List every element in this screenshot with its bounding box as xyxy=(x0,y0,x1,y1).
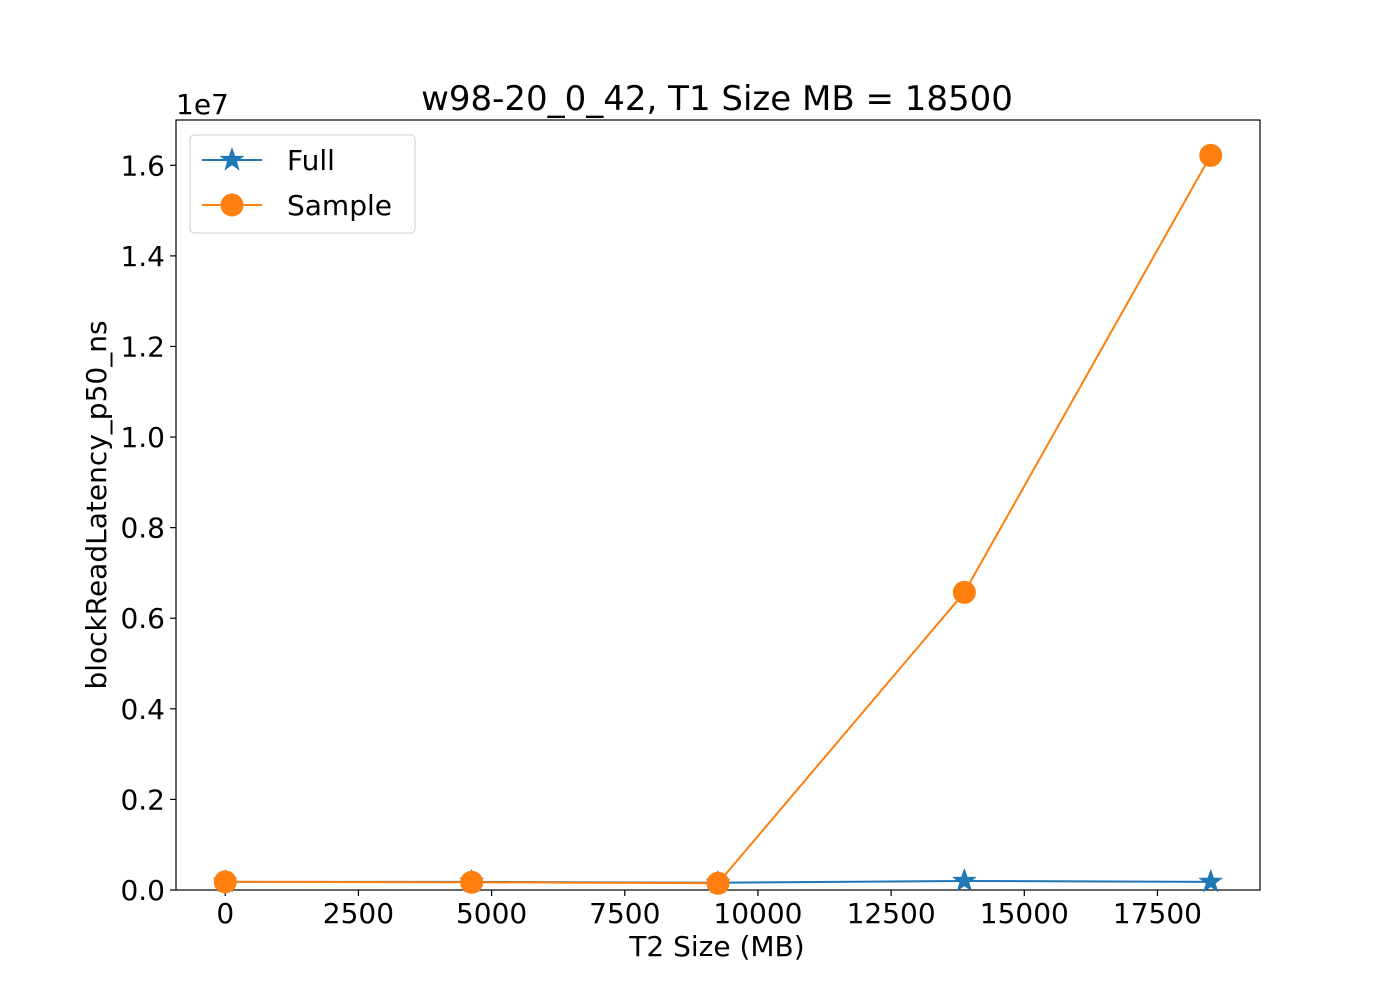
data-point-sample xyxy=(706,871,730,895)
x-tick-label: 0 xyxy=(216,897,234,930)
legend-label-sample: Sample xyxy=(287,189,392,222)
x-tick-label: 10000 xyxy=(713,897,802,930)
data-point-sample xyxy=(1199,143,1223,167)
data-point-full xyxy=(951,867,977,892)
data-point-sample xyxy=(213,870,237,894)
y-tick-label: 0.0 xyxy=(120,874,165,907)
y-axis-label: blockReadLatency_p50_ns xyxy=(80,320,113,689)
x-tick-label: 5000 xyxy=(456,897,527,930)
x-tick-label: 17500 xyxy=(1113,897,1202,930)
y-tick-label: 0.8 xyxy=(120,512,165,545)
y-tick-label: 0.2 xyxy=(120,783,165,816)
x-tick-label: 7500 xyxy=(589,897,660,930)
y-tick-label: 1.6 xyxy=(120,149,165,182)
y-tick-label: 1.2 xyxy=(120,330,165,363)
data-point-sample xyxy=(460,870,484,894)
x-tick-label: 15000 xyxy=(980,897,1069,930)
y-tick-label: 0.4 xyxy=(120,693,165,726)
data-point-full xyxy=(1198,868,1224,893)
y-tick-label: 1.4 xyxy=(120,240,165,273)
legend: Full Sample xyxy=(189,134,416,234)
legend-marker-sample xyxy=(220,193,244,217)
chart-title: w98-20_0_42, T1 Size MB = 18500 xyxy=(421,79,1013,119)
legend-marker-full xyxy=(219,146,245,171)
y-tick-label: 0.6 xyxy=(120,602,165,635)
y-scale-label: 1e7 xyxy=(176,88,229,121)
legend-label-full: Full xyxy=(287,144,335,177)
x-tick-label: 2500 xyxy=(323,897,394,930)
x-tick-label: 12500 xyxy=(847,897,936,930)
y-tick-label: 1.0 xyxy=(120,421,165,454)
data-point-sample xyxy=(952,580,976,604)
plot-area: 0 2500 5000 7500 10000 12500 15000 17500 0.0 0.2 0… xyxy=(120,119,1261,930)
x-axis-label: T2 Size (MB) xyxy=(628,930,804,963)
